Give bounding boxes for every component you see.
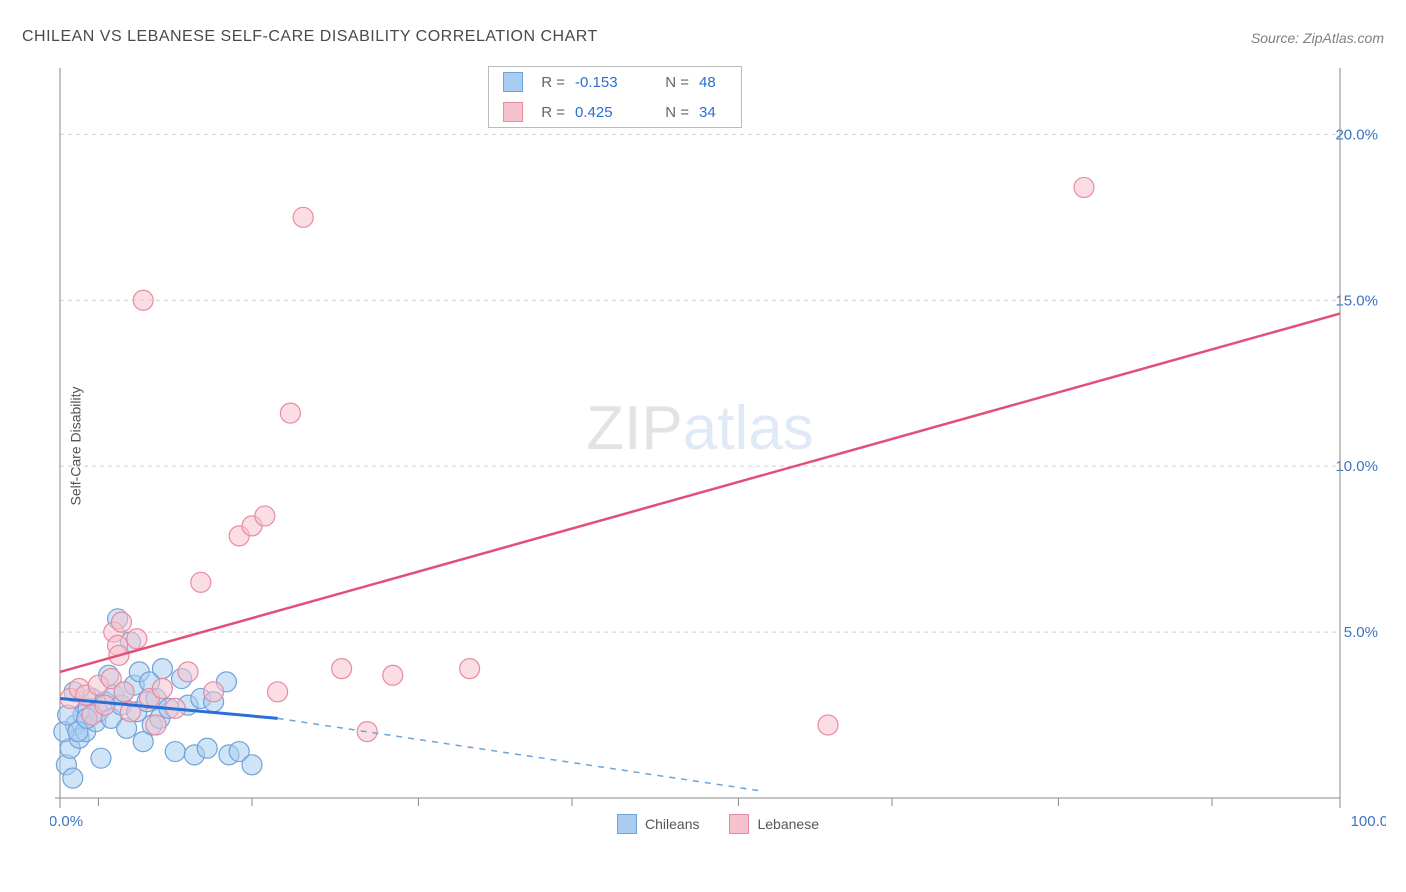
y-tick-label: 20.0% [1335,126,1378,143]
data-point [460,659,480,679]
data-point [255,506,275,526]
x-label-max: 100.0% [1351,813,1386,830]
legend-label: Chileans [645,816,699,832]
data-point [152,679,172,699]
legend-n-label: N = [657,74,689,91]
data-point [165,742,185,762]
legend-swatch [503,72,523,92]
legend-r-value: 0.425 [575,104,647,121]
data-point [146,715,166,735]
data-point [293,207,313,227]
data-point [383,665,403,685]
legend-label: Lebanese [757,816,819,832]
chart-title: CHILEAN VS LEBANESE SELF-CARE DISABILITY… [22,28,598,46]
correlation-legend: R = -0.153 N = 48 R = 0.425 N = 34 [488,66,742,128]
legend-r-value: -0.153 [575,74,647,91]
data-point [818,715,838,735]
data-point [1074,177,1094,197]
legend-row: R = 0.425 N = 34 [489,97,741,127]
trend-line-extrapolated [278,718,764,791]
data-point [152,659,172,679]
legend-n-value: 48 [699,74,727,91]
chart-svg: 5.0% 10.0% 15.0% 20.0% ZIPatlas 0.0% 100.0% [50,60,1386,840]
source-credit: Source: ZipAtlas.com [1251,30,1384,46]
data-point [357,722,377,742]
legend-n-value: 34 [699,104,727,121]
data-point [178,662,198,682]
data-point [127,629,147,649]
trend-line [60,314,1340,672]
data-point [95,695,115,715]
watermark: ZIPatlas [586,394,813,463]
scatter-chart: 5.0% 10.0% 15.0% 20.0% ZIPatlas 0.0% 100.0% R … [50,60,1386,840]
data-point [63,768,83,788]
legend-swatch [729,814,749,834]
data-point [268,682,288,702]
data-point [242,755,262,775]
legend-n-label: N = [657,104,689,121]
legend-row: R = -0.153 N = 48 [489,67,741,97]
legend-swatch [617,814,637,834]
data-point [133,290,153,310]
y-tick-label: 5.0% [1344,624,1378,641]
legend-r-label: R = [533,74,565,91]
data-point [191,572,211,592]
x-label-min: 0.0% [50,813,83,830]
data-point [197,738,217,758]
legend-item: Lebanese [729,814,819,834]
series-legend: Chileans Lebanese [617,814,819,834]
data-point [280,403,300,423]
data-point [332,659,352,679]
legend-swatch [503,102,523,122]
data-point [204,682,224,702]
legend-item: Chileans [617,814,699,834]
y-tick-label: 10.0% [1335,458,1378,475]
data-point [111,612,131,632]
y-tick-label: 15.0% [1335,292,1378,309]
legend-r-label: R = [533,104,565,121]
data-point [91,748,111,768]
data-point [114,682,134,702]
